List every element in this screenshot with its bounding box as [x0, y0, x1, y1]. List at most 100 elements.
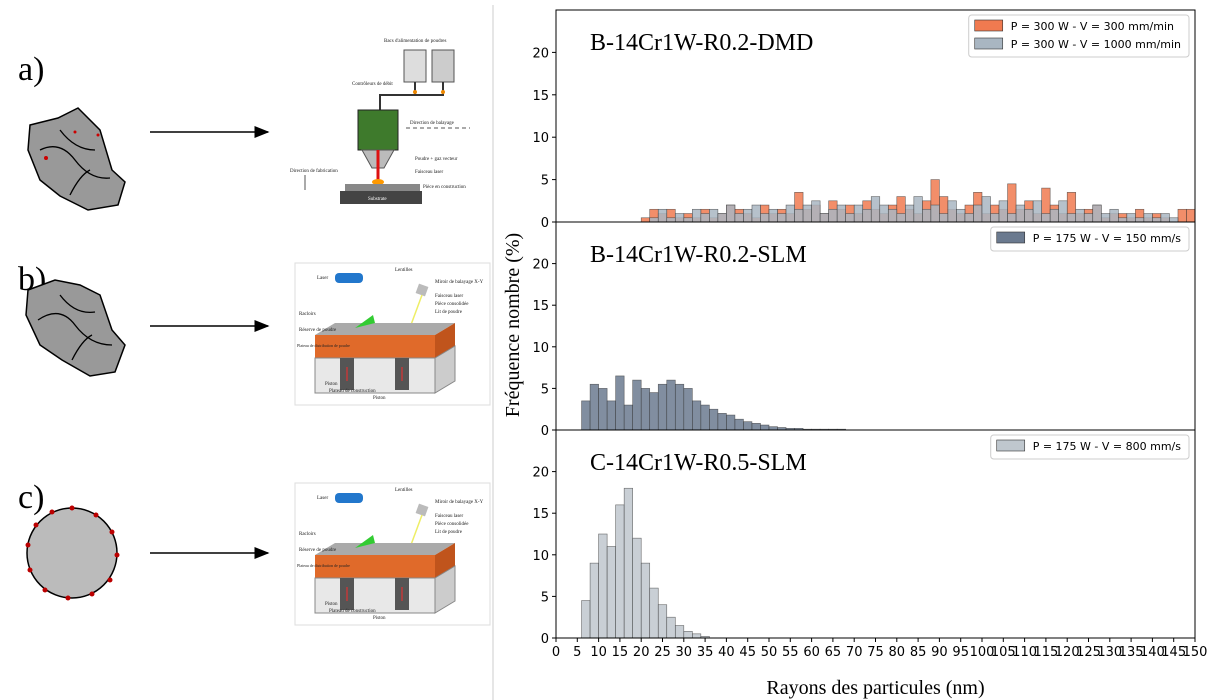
bar: [623, 487, 633, 639]
bar: [700, 213, 710, 223]
x-tick-label: 125: [1076, 645, 1101, 660]
x-tick-label: 20: [633, 645, 650, 660]
bar: [853, 204, 864, 223]
panel-label: c): [18, 479, 44, 516]
bar: [640, 562, 651, 639]
legend-label: P = 300 W - V = 300 mm/min: [1011, 20, 1174, 33]
x-tick-label: 65: [825, 645, 842, 660]
bar: [1186, 208, 1196, 223]
bar: [657, 208, 668, 223]
x-tick-label: 105: [991, 645, 1016, 660]
bar: [709, 208, 719, 223]
y-axis-label: Fréquence nombre (%): [502, 233, 524, 417]
bar: [1058, 200, 1068, 223]
bar: [692, 208, 702, 223]
x-tick-label: 90: [931, 645, 948, 660]
legend: P = 175 W - V = 800 mm/s: [990, 434, 1190, 460]
bar: [1041, 213, 1051, 223]
bar: [981, 196, 991, 223]
diagram-label: Plateau de distribution de poudre: [297, 343, 350, 348]
bar: [768, 208, 778, 223]
diagram-label: Lit de poudre: [435, 310, 463, 315]
bar: [598, 533, 608, 639]
diagram-label: Plateau de distribution de poudre: [297, 563, 350, 568]
y-tick-label: 20: [532, 258, 549, 273]
bar: [964, 213, 974, 223]
panel-label: a): [18, 51, 44, 88]
y-tick-label: 10: [532, 131, 549, 146]
diagram-label: Direction de fabrication: [290, 169, 338, 174]
y-tick-label: 10: [532, 341, 549, 356]
bar: [1169, 217, 1179, 223]
x-tick-label: 50: [761, 645, 778, 660]
x-tick-label: 35: [697, 645, 714, 660]
bar: [862, 208, 872, 223]
x-tick-label: 25: [654, 645, 671, 660]
diagram-label: Piston: [373, 396, 386, 401]
x-tick-label: 130: [1097, 645, 1122, 660]
bar: [657, 604, 668, 639]
x-tick-label: 85: [910, 645, 927, 660]
grain-sketch: [25, 505, 120, 601]
bar: [657, 383, 668, 431]
diagram-label: Miroir de balayage X-Y: [435, 280, 484, 285]
bar: [632, 379, 642, 431]
legend-box: [990, 434, 1190, 460]
x-tick-label: 70: [846, 645, 863, 660]
bar: [581, 600, 591, 639]
bar: [717, 413, 727, 431]
y-tick-label: 10: [532, 549, 549, 564]
diagram-label: Contrôleurs de débit: [352, 82, 393, 87]
diagram-label: Faisceau laser: [435, 294, 464, 299]
bar: [674, 213, 685, 223]
bar: [666, 217, 676, 223]
bar: [1024, 208, 1034, 223]
x-tick-label: 10: [590, 645, 607, 660]
bar: [922, 208, 932, 223]
bar: [1109, 208, 1119, 223]
x-axis-label: Rayons des particules (nm): [766, 677, 984, 699]
bar: [870, 196, 881, 223]
legend: P = 300 W - V = 300 mm/min P = 300 W - V …: [968, 14, 1190, 58]
y-tick-label: 5: [541, 382, 549, 397]
bar: [726, 414, 736, 431]
bar: [615, 504, 625, 639]
bar: [674, 625, 685, 639]
bar: [726, 204, 736, 223]
legend-box: [968, 14, 1190, 58]
bar: [802, 204, 812, 223]
diagram-label: Réserve de poudre: [299, 548, 337, 553]
bar: [990, 213, 1000, 223]
bar: [692, 633, 702, 639]
diagram-label: Bacs d'alimentation de poudres: [384, 39, 446, 44]
bar: [1100, 213, 1111, 223]
bar: [649, 587, 659, 639]
grain-sketch: [27, 107, 126, 211]
bar: [896, 213, 906, 223]
legend-label: P = 175 W - V = 800 mm/s: [1033, 440, 1182, 453]
bar: [811, 200, 821, 223]
legend-swatch: [974, 19, 1004, 32]
bar: [777, 213, 787, 223]
bar: [785, 204, 795, 223]
diagram-label: Miroir de balayage X-Y: [435, 500, 484, 505]
bar: [1143, 213, 1153, 223]
bar: [1032, 200, 1042, 223]
bar: [606, 546, 616, 639]
panel-title: B-14Cr1W-R0.2-DMD: [590, 30, 813, 56]
diagram-label: Racloirs: [299, 532, 316, 537]
x-tick-label: 5: [573, 645, 581, 660]
x-tick-label: 115: [1033, 645, 1058, 660]
x-tick-label: 30: [676, 645, 693, 660]
bar: [666, 616, 676, 639]
bar: [589, 383, 599, 431]
bar: [1075, 208, 1085, 223]
bar: [666, 379, 676, 431]
bar: [692, 400, 702, 431]
diagram-label: Faisceau laser: [435, 514, 464, 519]
bar: [700, 404, 710, 431]
bar: [683, 631, 693, 639]
x-tick-label: 75: [867, 645, 884, 660]
bar: [947, 200, 957, 223]
